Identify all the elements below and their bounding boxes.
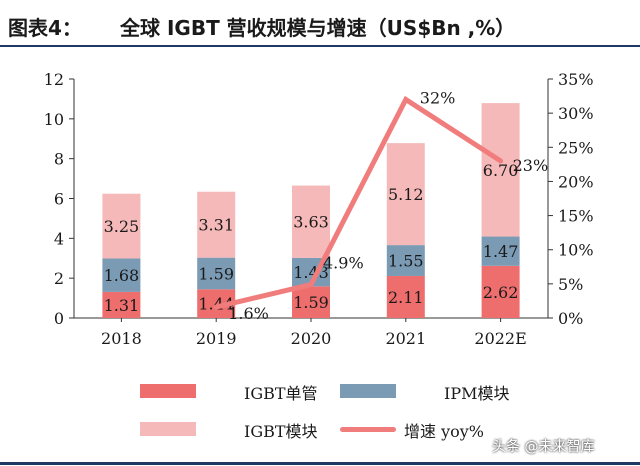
bar-value-label-ipm_module: 1.68: [104, 266, 140, 285]
footer-rule: [0, 462, 640, 465]
bar-igbt_module: [102, 193, 141, 259]
bar-value-label-igbt_module: 6.70: [483, 161, 519, 180]
bar-igbt_single: [481, 265, 520, 318]
y-right-tick-label: 25%: [558, 138, 594, 157]
y-left-tick-label: 0: [54, 309, 64, 328]
bar-ipm_module: [386, 245, 425, 276]
growth-value-label: 4.9%: [323, 254, 364, 273]
y-left-tick-label: 10: [44, 110, 64, 129]
growth-value-label: 23%: [513, 156, 549, 175]
y-left-tick-label: 4: [54, 229, 64, 248]
x-tick-label: 2018: [101, 329, 142, 348]
y-left-tick-label: 12: [44, 70, 64, 89]
bar-igbt_module: [481, 103, 520, 237]
watermark: 头条 @未来智库: [492, 439, 595, 455]
bar-value-label-igbt_module: 5.12: [388, 185, 424, 204]
figure-label: 图表4：: [8, 16, 82, 40]
bar-value-label-igbt_single: 1.59: [293, 293, 329, 312]
y-right-tick-label: 5%: [558, 275, 583, 294]
y-left-tick-label: 6: [54, 190, 64, 209]
bar-value-label-igbt_single: 1.31: [104, 296, 140, 315]
growth-value-label: 32%: [420, 88, 456, 107]
header-rule: [0, 45, 640, 47]
bar-igbt_module: [292, 185, 330, 258]
bar-value-label-igbt_module: 3.31: [198, 216, 234, 235]
bar-igbt_module: [197, 191, 236, 258]
bar-value-label-ipm_module: 1.59: [198, 264, 234, 283]
y-right-tick-label: 35%: [558, 70, 594, 89]
bar-igbt_module: [386, 143, 425, 246]
bar-value-label-igbt_module: 3.63: [293, 213, 329, 232]
y-left-tick-label: 8: [54, 150, 64, 169]
growth-value-label: 1.6%: [228, 304, 269, 323]
chart-header: 图表4： 全球 IGBT 营收规模与增速（US$Bn ,%）: [0, 0, 640, 47]
y-right-tick-label: 15%: [558, 207, 594, 226]
x-tick-label: 2022E: [474, 329, 526, 348]
x-tick-label: 2020: [291, 329, 332, 348]
bar-ipm_module: [102, 258, 141, 292]
bar-igbt_single: [292, 286, 330, 318]
bar-ipm_module: [481, 236, 520, 266]
bar-value-label-igbt_single: 2.62: [483, 283, 519, 302]
y-right-tick-label: 20%: [558, 172, 594, 191]
y-right-tick-label: 30%: [558, 104, 594, 123]
chart-title: 全球 IGBT 营收规模与增速（US$Bn ,%）: [120, 16, 516, 40]
bar-value-label-igbt_single: 2.11: [388, 288, 424, 307]
y-right-tick-label: 10%: [558, 241, 594, 260]
y-right-tick-label: 0%: [558, 309, 583, 328]
bar-igbt_single: [386, 275, 425, 318]
x-tick-label: 2021: [385, 329, 426, 348]
bar-value-label-igbt_module: 3.25: [104, 217, 140, 236]
bar-value-label-igbt_single: 1.44: [198, 295, 234, 314]
y-left-tick-label: 2: [54, 269, 64, 288]
bar-value-label-ipm_module: 1.47: [483, 242, 519, 261]
x-tick-label: 2019: [196, 329, 237, 348]
bar-igbt_single: [102, 291, 141, 318]
growth-line: [213, 95, 504, 310]
bar-ipm_module: [197, 257, 236, 290]
bar-value-label-ipm_module: 1.55: [388, 252, 424, 271]
